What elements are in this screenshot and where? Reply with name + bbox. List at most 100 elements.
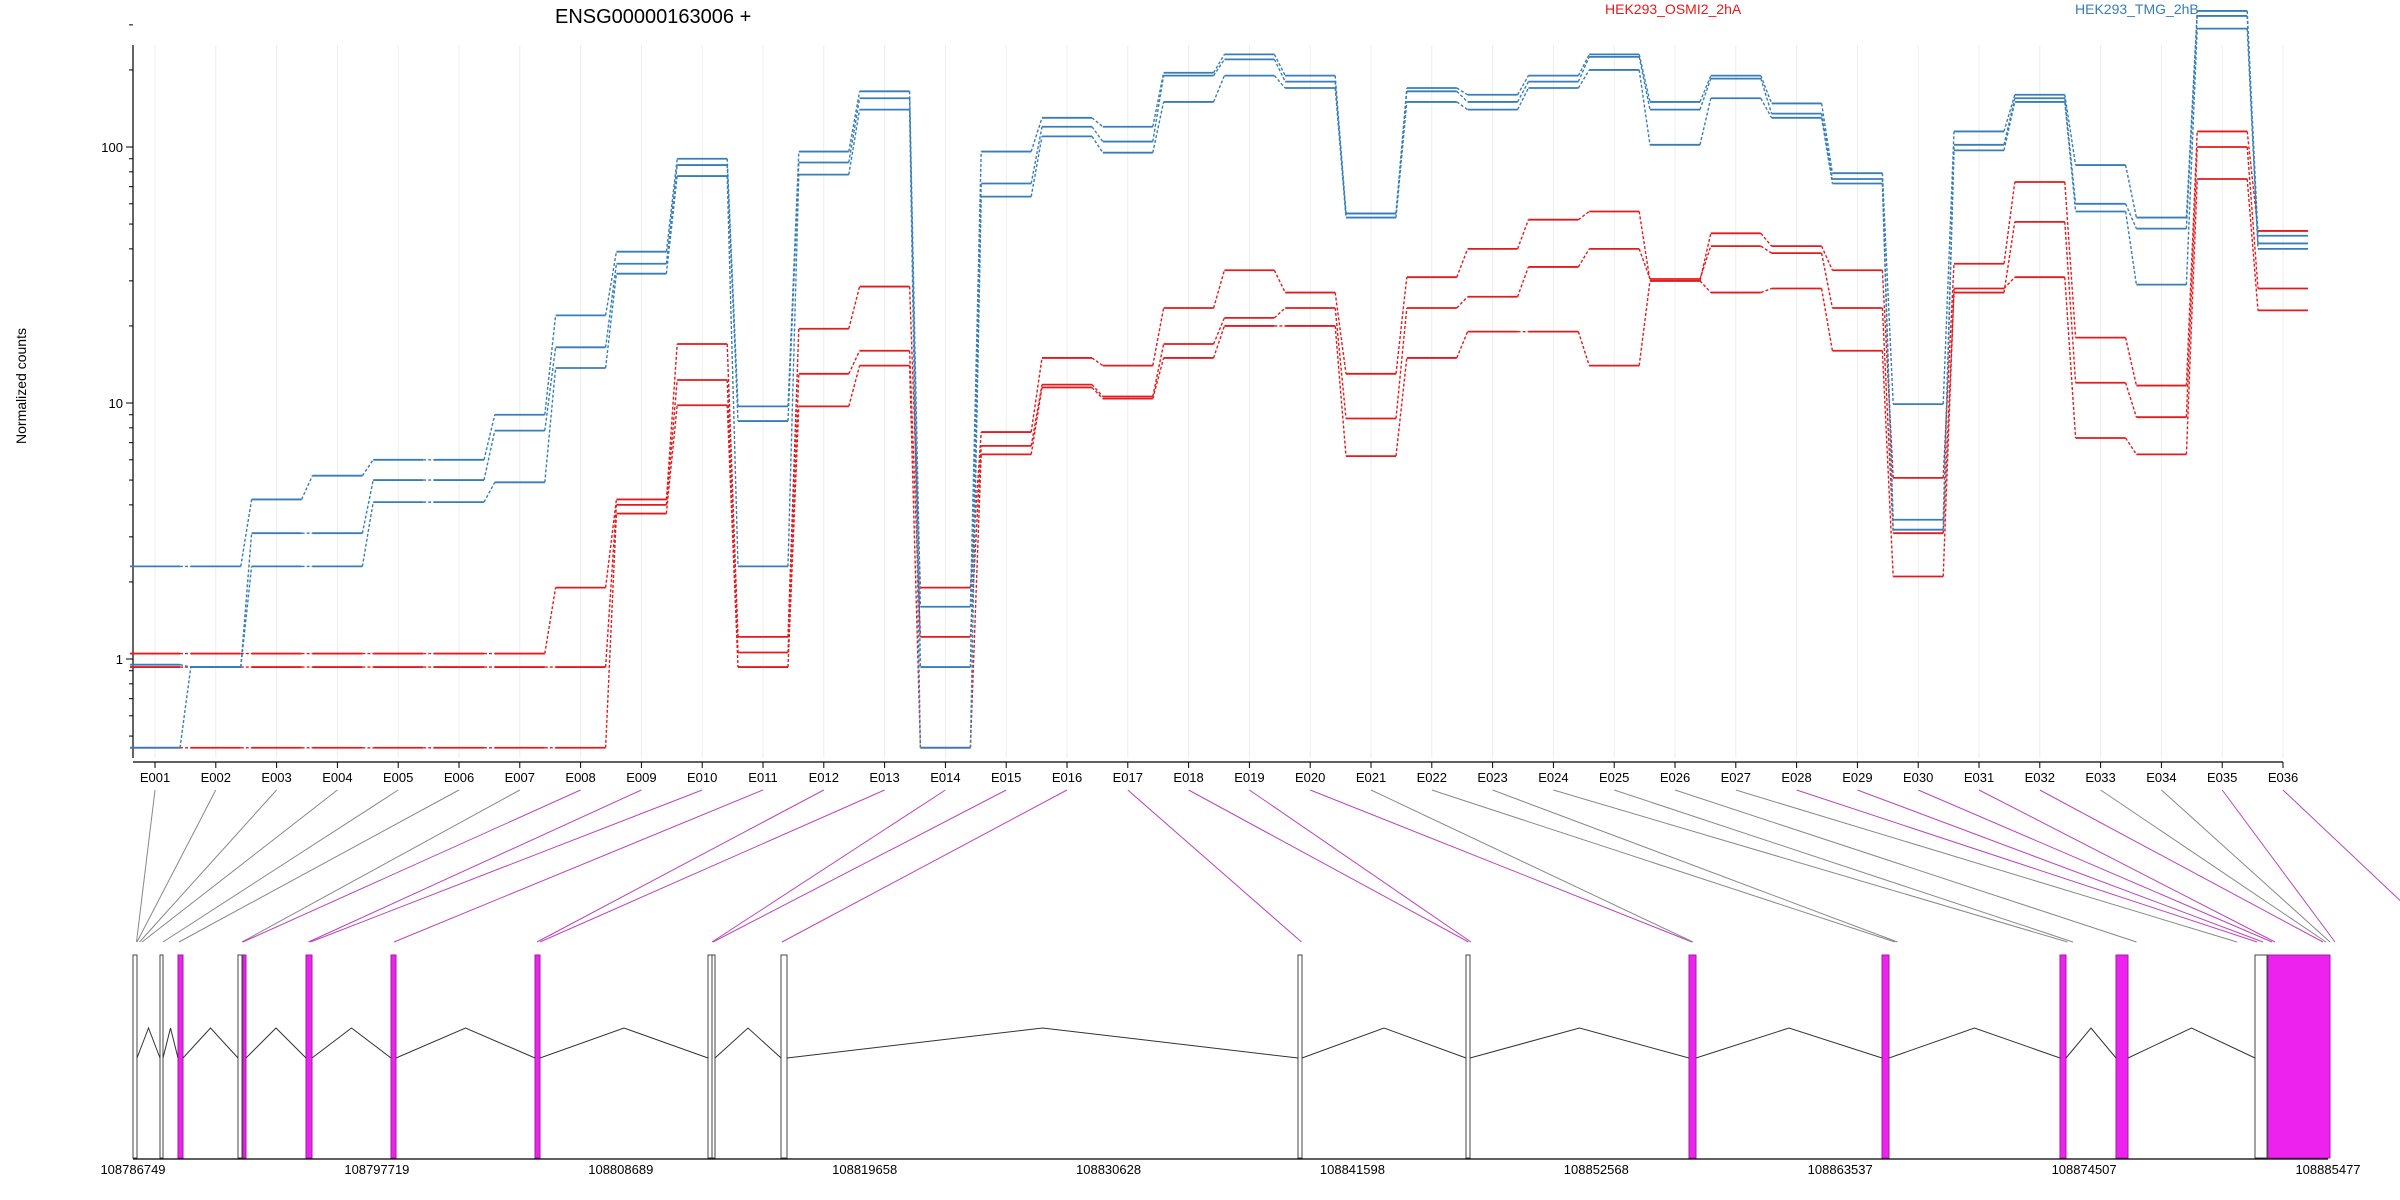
- series-transition: [1699, 280, 1712, 294]
- intron-line: [395, 1027, 536, 1059]
- series-transition: [848, 350, 861, 375]
- series-transition: [1091, 126, 1104, 142]
- x-tick-label: E009: [626, 770, 656, 785]
- series-transition: [1273, 75, 1286, 89]
- series-transition: [1334, 307, 1347, 419]
- series-transition: [1152, 101, 1165, 153]
- series-transition: [1030, 357, 1043, 433]
- series-transition: [604, 273, 618, 369]
- series-transition: [1030, 117, 1043, 152]
- series-transition: [848, 109, 861, 175]
- exon-connection-line: [1857, 789, 2264, 943]
- series-transition: [2185, 178, 2198, 455]
- x-tick-label: E027: [1721, 770, 1751, 785]
- intron-line: [1888, 1027, 2061, 1059]
- series-transition: [544, 367, 557, 483]
- exon-connection-line: [536, 789, 825, 943]
- series-transition: [2064, 181, 2077, 338]
- series-transition: [1820, 252, 1834, 309]
- series-transition: [665, 405, 678, 514]
- axes: 1 10 100 E001 E002 E003 E004 E005 E006 E007 E008 E0…: [101, 24, 2298, 785]
- series-transition: [908, 350, 922, 637]
- series-transition: [1881, 350, 1894, 577]
- intron-line: [1469, 1027, 1690, 1059]
- series-transition: [1456, 248, 1469, 278]
- series-transition: [969, 454, 982, 748]
- series-transition: [787, 373, 800, 653]
- x-tick-label: E007: [505, 770, 535, 785]
- series-transition: [1577, 54, 1590, 76]
- series-transition: [361, 459, 374, 477]
- exon-connection-line: [1249, 789, 1472, 943]
- series-transition: [1395, 357, 1408, 457]
- exon-connection-line: [2039, 789, 2324, 943]
- series-transition: [726, 158, 739, 407]
- intron-line: [1695, 1027, 1883, 1059]
- series-transition: [1942, 292, 1955, 534]
- x-tick-label: E032: [2025, 770, 2055, 785]
- series-transition: [969, 151, 982, 607]
- series-transition: [1881, 173, 1894, 405]
- series-transition: [604, 263, 618, 348]
- series-transition: [1942, 131, 1955, 405]
- exon-connection-line: [711, 789, 946, 943]
- series-transition: [179, 664, 191, 668]
- y-tick-label: 10: [109, 396, 123, 411]
- series-transition: [1212, 317, 1226, 345]
- series-transition: [1516, 87, 1530, 110]
- series-transition: [848, 365, 861, 407]
- series-transition: [1820, 117, 1834, 184]
- series-transition: [2003, 276, 2016, 290]
- series-transition: [1395, 307, 1408, 419]
- series-transition: [1273, 269, 1286, 293]
- exon-connection-line: [136, 789, 217, 943]
- series-transition: [1334, 325, 1347, 457]
- exon-connection-line: [141, 789, 338, 943]
- series-transition: [1516, 266, 1530, 298]
- genomic-coordinate-label: 108830628: [1076, 1162, 1141, 1177]
- series-transition: [1456, 90, 1469, 103]
- x-tick-label: E030: [1903, 770, 1933, 785]
- x-tick-label: E020: [1295, 770, 1325, 785]
- series-transition: [1456, 87, 1468, 96]
- series-transition: [544, 347, 557, 431]
- series-transition: [2124, 203, 2138, 229]
- exon-connection-line: [310, 789, 703, 943]
- genomic-coordinate-label: 108874507: [2052, 1162, 2117, 1177]
- series-transition: [2064, 94, 2077, 166]
- series-transition: [2003, 94, 2016, 132]
- x-tick-label: E034: [2146, 770, 2176, 785]
- x-tick-label: E018: [1173, 770, 1203, 785]
- x-tick-label: E014: [930, 770, 960, 785]
- series-transition: [1152, 307, 1165, 366]
- series-transition: [2064, 98, 2077, 204]
- series-transition: [1638, 56, 1651, 110]
- series-transition: [1699, 75, 1712, 103]
- exon-connection-line: [162, 789, 399, 943]
- series-transition: [2185, 10, 2198, 218]
- exon-connection-line: [308, 789, 642, 943]
- series-transition: [787, 328, 800, 637]
- series-transition: [361, 502, 374, 567]
- series-transition: [908, 365, 922, 748]
- series-transition: [604, 504, 618, 668]
- series-transition: [483, 430, 496, 481]
- series-transition: [1212, 75, 1226, 103]
- exon-block: [305, 954, 313, 1159]
- genomic-coordinate-label: 108819658: [832, 1162, 897, 1177]
- exon-connection-line: [178, 789, 460, 943]
- exon-connection-line: [136, 789, 156, 943]
- series-transition: [1516, 81, 1530, 103]
- x-tick-label: E012: [809, 770, 839, 785]
- series-transition: [483, 414, 496, 460]
- legend-item-tmg: HEK293_TMG_2hB: [2075, 1, 2199, 17]
- intron-line: [162, 1027, 179, 1059]
- x-tick-label: E003: [261, 770, 291, 785]
- exon-connection-line: [1370, 789, 1694, 943]
- series-transition: [1699, 78, 1712, 110]
- series-transition: [665, 379, 678, 505]
- series-transition: [1638, 54, 1651, 103]
- series-transition: [1760, 232, 1773, 247]
- x-tick-label: E035: [2207, 770, 2237, 785]
- series-transition: [969, 183, 982, 668]
